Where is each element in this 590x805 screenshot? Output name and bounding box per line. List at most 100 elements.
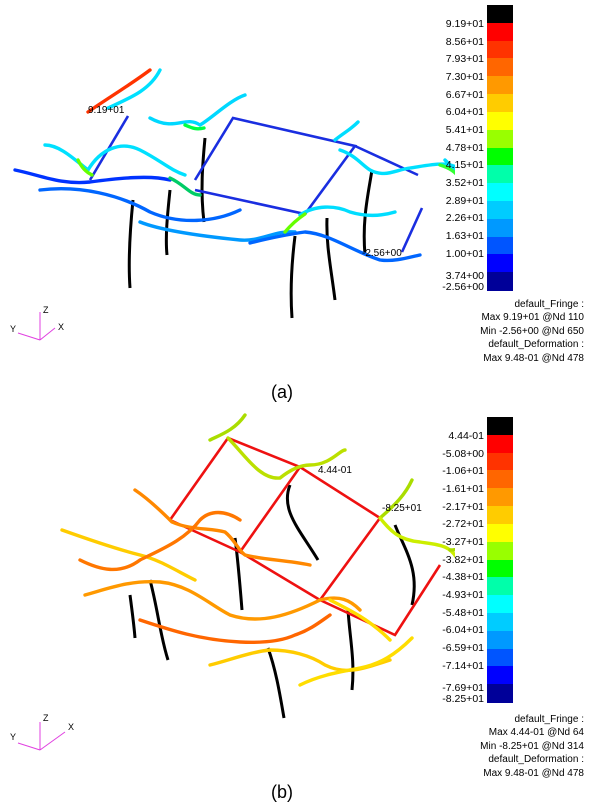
colorbar-segment bbox=[487, 58, 513, 77]
column bbox=[164, 189, 172, 256]
colorbar-segment bbox=[487, 417, 513, 436]
girder bbox=[168, 176, 202, 197]
column bbox=[289, 235, 297, 319]
girder bbox=[86, 68, 152, 114]
max-marker-a: 9.19+01 bbox=[88, 105, 125, 116]
colorbar-tick-label: 2.26+01 bbox=[445, 212, 484, 225]
girder bbox=[138, 613, 332, 645]
colorbar-tick-label: 6.67+01 bbox=[445, 88, 484, 101]
panel-b: 4.44-01 -8.25+01 Z Y X 4.44-01 -5.08+00 -1… bbox=[0, 400, 590, 805]
colorbar-tick-label: -3.27+01 bbox=[442, 536, 484, 548]
column bbox=[362, 169, 374, 256]
legend-max: Max 4.44-01 @Nd 64 bbox=[488, 727, 584, 739]
caption-b: (b) bbox=[271, 782, 293, 802]
colorbar-tick-label: -2.17+01 bbox=[442, 500, 484, 513]
colorbar-tick-label: 7.30+01 bbox=[445, 71, 484, 83]
colorbar-segment bbox=[487, 111, 513, 131]
girder bbox=[38, 187, 242, 223]
colorbar-segment bbox=[487, 147, 513, 166]
girder bbox=[43, 143, 187, 177]
colorbar-segment bbox=[487, 200, 513, 220]
panel-a: 9.19+01 -2.56+00 Z Y X 9.19+01 8.56+01 7.9… bbox=[0, 0, 590, 402]
girder bbox=[448, 547, 455, 552]
colorbar-segment bbox=[487, 22, 513, 42]
axis-labels-b: Z Y X bbox=[8, 708, 74, 753]
girder bbox=[298, 205, 397, 218]
column bbox=[148, 579, 170, 661]
colorbar-segment bbox=[487, 183, 513, 202]
colorbar-segment bbox=[487, 577, 513, 596]
column bbox=[128, 594, 137, 639]
colorbar-segment bbox=[487, 452, 513, 471]
column bbox=[285, 484, 320, 561]
girder bbox=[208, 413, 247, 442]
model-viewport-a[interactable] bbox=[0, 0, 455, 380]
colorbar-tick-label: -5.48+01 bbox=[442, 606, 484, 619]
column bbox=[127, 199, 135, 289]
girder bbox=[226, 436, 347, 480]
girder bbox=[106, 68, 162, 110]
colorbar-segment bbox=[487, 666, 513, 685]
girder bbox=[78, 510, 242, 572]
legend-def-max: Max 9.48-01 @Nd 478 bbox=[483, 767, 584, 779]
colorbar-segment bbox=[487, 218, 513, 238]
max-marker-b: 4.44-01 bbox=[318, 465, 352, 476]
colorbar-segment bbox=[487, 40, 513, 59]
girder bbox=[298, 636, 414, 687]
girder-group-a bbox=[13, 68, 455, 263]
colorbar-segment bbox=[487, 272, 513, 291]
girder bbox=[83, 579, 362, 621]
colorbar-tick-label: -1.61+01 bbox=[442, 483, 484, 495]
colorbar-tick-label: -4.38+01 bbox=[442, 571, 484, 584]
colorbar-segment bbox=[487, 612, 513, 632]
colorbar-tick-label: -8.25+01 bbox=[442, 693, 484, 705]
legend-b: default_Fringe : Max 4.44-01 @Nd 64 Min … bbox=[480, 713, 584, 780]
caption-a: (a) bbox=[271, 382, 293, 402]
girder bbox=[333, 120, 360, 142]
colorbar-tick-label: 4.44-01 bbox=[448, 430, 484, 442]
column bbox=[346, 609, 355, 691]
colorbar-tick-label: -3.82+01 bbox=[442, 553, 484, 566]
colorbar-tick-label: -6.04+01 bbox=[442, 624, 484, 637]
colorbar-labels-a: 9.19+01 8.56+01 7.93+01 7.30+01 6.67+01 6.04+… bbox=[380, 5, 484, 292]
colorbar-segment bbox=[487, 595, 513, 614]
y-axis-label: Y bbox=[10, 732, 17, 742]
colorbar-segment bbox=[487, 236, 513, 255]
colorbar-tick-label: -7.14+01 bbox=[442, 659, 484, 672]
colorbar-segment bbox=[487, 523, 513, 543]
colorbar-segment bbox=[487, 648, 513, 667]
colorbar-segment bbox=[487, 94, 513, 113]
girder bbox=[76, 158, 94, 177]
colorbar-segment bbox=[487, 684, 513, 703]
column bbox=[266, 647, 286, 719]
girder bbox=[283, 212, 307, 234]
y-axis bbox=[17, 332, 41, 341]
colorbar-segment bbox=[487, 470, 513, 489]
colorbar-tick-label: 2.89+01 bbox=[445, 194, 484, 207]
colorbar-segment bbox=[487, 5, 513, 24]
girder bbox=[443, 158, 455, 173]
legend-fringe: default_Fringe : bbox=[514, 714, 585, 725]
column-group-a bbox=[127, 137, 374, 319]
z-axis-label: Z bbox=[43, 305, 49, 315]
girder-group-b bbox=[60, 413, 455, 687]
colorbar-tick-label: 8.56+01 bbox=[445, 35, 484, 48]
girder bbox=[328, 598, 392, 642]
beam bbox=[354, 144, 419, 177]
colorbar-tick-label: -7.69+01 bbox=[442, 682, 484, 694]
legend-max: Max 9.19+01 @Nd 110 bbox=[481, 312, 584, 324]
colorbar-tick-label: 1.63+01 bbox=[445, 230, 484, 242]
x-axis-label: X bbox=[58, 322, 65, 332]
girder bbox=[378, 478, 414, 520]
x-axis bbox=[39, 327, 56, 341]
colorbar-tick-label: 3.52+01 bbox=[445, 177, 484, 189]
model-viewport-b[interactable] bbox=[0, 410, 455, 790]
min-marker-a: -2.56+00 bbox=[362, 248, 402, 259]
girder bbox=[13, 168, 172, 185]
colorbar-labels-b: 4.44-01 -5.08+00 -1.06+01 -1.61+01 -2.17+01 -… bbox=[380, 417, 484, 705]
min-marker-b: -8.25+01 bbox=[382, 503, 422, 514]
colorbar-segment bbox=[487, 630, 513, 650]
colorbar-tick-label: 6.04+01 bbox=[445, 106, 484, 119]
beam bbox=[193, 116, 358, 216]
colorbar-segment bbox=[487, 165, 513, 184]
